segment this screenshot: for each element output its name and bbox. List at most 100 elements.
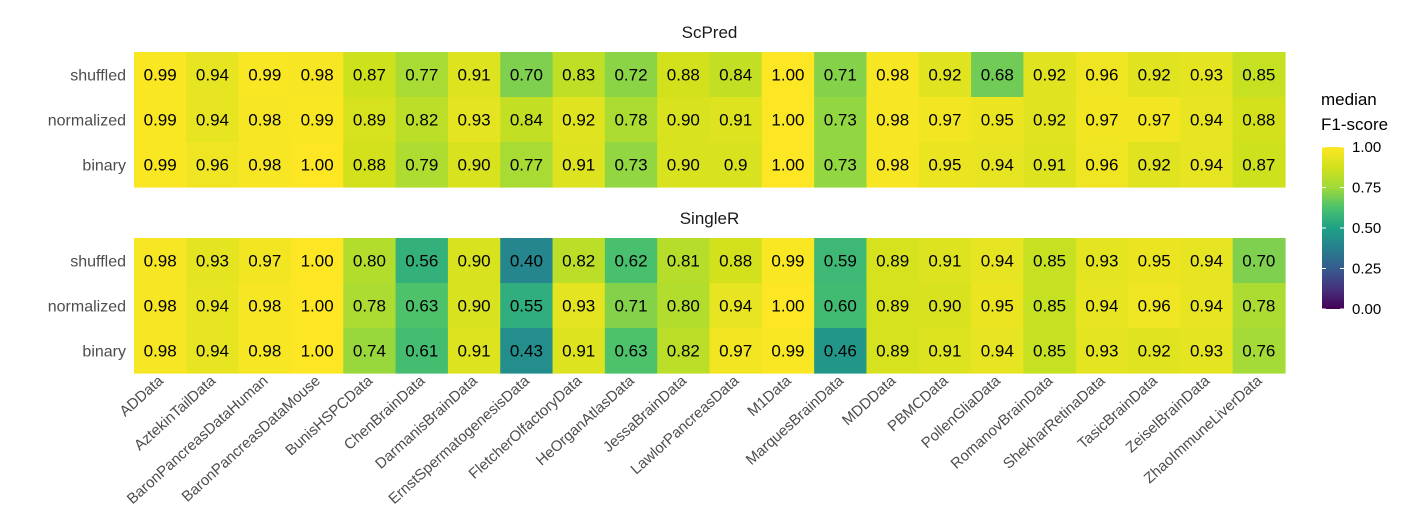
cell-value-label: 0.59: [824, 252, 857, 271]
heatmap-cell: [134, 238, 187, 284]
cell-value-label: 0.83: [562, 66, 595, 85]
legend-tick-label: 0.00: [1352, 301, 1381, 318]
row-label: binary: [82, 158, 126, 175]
cell-value-label: 0.89: [353, 111, 386, 130]
cell-value-label: 0.95: [928, 156, 961, 175]
cell-value-label: 0.97: [1085, 111, 1118, 130]
heatmap-cell: [1023, 238, 1077, 284]
cell-value-label: 0.87: [353, 66, 386, 85]
heatmap-cell: [709, 97, 763, 143]
heatmap-cell: [1232, 283, 1286, 329]
heatmap-cell: [761, 142, 815, 188]
cell-value-label: 0.97: [1138, 111, 1171, 130]
heatmap-cell: [290, 52, 344, 98]
cell-value-label: 0.78: [614, 111, 647, 130]
heatmap-cell: [343, 283, 397, 329]
heatmap-cell: [971, 238, 1025, 284]
heatmap-cell: [814, 328, 868, 374]
heatmap-cell: [552, 97, 606, 143]
cell-value-label: 0.99: [144, 66, 177, 85]
row-label: shuffled: [70, 254, 126, 271]
heatmap-cell: [657, 52, 711, 98]
heatmap-cell: [447, 142, 501, 188]
heatmap-cell: [186, 328, 240, 374]
cell-value-label: 0.79: [405, 156, 438, 175]
heatmap-cell: [709, 283, 763, 329]
heatmap-cell: [657, 142, 711, 188]
heatmap-cell: [866, 283, 920, 329]
legend-title-line1: median: [1321, 90, 1377, 109]
legend-colorbar: [1322, 147, 1344, 309]
cell-value-label: 0.99: [771, 252, 804, 271]
cell-value-label: 0.99: [144, 156, 177, 175]
heatmap-cell: [709, 238, 763, 284]
heatmap-cell: [604, 283, 658, 329]
cell-value-label: 0.61: [405, 342, 438, 361]
cell-value-label: 1.00: [771, 66, 804, 85]
legend: median F1-score 1.00 0.75 0.50 0.25 0.00: [1321, 90, 1388, 318]
dataset-label: HeOrganAtlasData: [533, 372, 638, 469]
cell-value-label: 0.94: [196, 297, 229, 316]
cell-value-label: 0.73: [824, 156, 857, 175]
cell-value-label: 0.94: [981, 156, 1014, 175]
heatmap-cell: [866, 238, 920, 284]
heatmap-cell: [447, 328, 501, 374]
cell-value-label: 0.90: [667, 156, 700, 175]
heatmap-cell: [134, 283, 187, 329]
cell-value-label: 0.68: [981, 66, 1014, 85]
heatmap-cell: [814, 97, 868, 143]
heatmap-cell: [604, 142, 658, 188]
cell-value-label: 0.56: [405, 252, 438, 271]
cell-value-label: 0.94: [1085, 297, 1118, 316]
heatmap-cell: [1232, 142, 1286, 188]
cell-value-label: 0.94: [196, 342, 229, 361]
heatmap-cell: [1180, 328, 1234, 374]
heatmap-cell: [1180, 52, 1234, 98]
heatmap-cell: [1128, 97, 1181, 143]
heatmap-cell: [604, 238, 658, 284]
cell-value-label: 1.00: [301, 252, 334, 271]
heatmap-cell: [1075, 328, 1129, 374]
heatmap-cell: [500, 283, 554, 329]
heatmap-cell: [1075, 142, 1129, 188]
cell-value-label: 0.73: [614, 156, 647, 175]
cell-value-label: 0.82: [562, 252, 595, 271]
heatmap-cell: [186, 52, 240, 98]
row-label: normalized: [48, 299, 126, 316]
heatmap-cell: [866, 52, 920, 98]
heatmap-cell: [238, 238, 292, 284]
heatmap-cell: [447, 238, 501, 284]
heatmap-cell: [395, 238, 449, 284]
cell-value-label: 0.78: [353, 297, 386, 316]
cell-value-label: 0.70: [1242, 252, 1275, 271]
cell-value-label: 0.89: [876, 297, 909, 316]
cell-value-label: 0.93: [458, 111, 491, 130]
heatmap-cell: [1075, 97, 1129, 143]
cell-value-label: 0.88: [719, 252, 752, 271]
row-label: binary: [82, 344, 126, 361]
legend-tick-label: 0.50: [1352, 220, 1381, 237]
cell-value-label: 0.81: [667, 252, 700, 271]
panel-title: SingleR: [680, 209, 740, 228]
heatmap-cell: [657, 97, 711, 143]
heatmap-cell: [1232, 328, 1286, 374]
cell-value-label: 0.73: [824, 111, 857, 130]
heatmap-cell: [1180, 97, 1234, 143]
heatmap-cell: [814, 52, 868, 98]
cell-value-label: 0.91: [562, 342, 595, 361]
dataset-label: ADData: [116, 372, 167, 420]
cell-value-label: 0.91: [1033, 156, 1066, 175]
cell-value-label: 0.94: [981, 252, 1014, 271]
cell-value-label: 0.95: [981, 111, 1014, 130]
heatmap-cell: [866, 328, 920, 374]
heatmap-cell: [186, 283, 240, 329]
heatmap-cell: [918, 328, 972, 374]
cell-value-label: 0.9: [724, 156, 748, 175]
cell-value-label: 0.98: [248, 342, 281, 361]
cell-value-label: 0.98: [144, 297, 177, 316]
heatmap-cell: [447, 97, 501, 143]
cell-value-label: 1.00: [301, 156, 334, 175]
cell-value-label: 0.84: [719, 66, 752, 85]
cell-value-label: 0.71: [824, 66, 857, 85]
